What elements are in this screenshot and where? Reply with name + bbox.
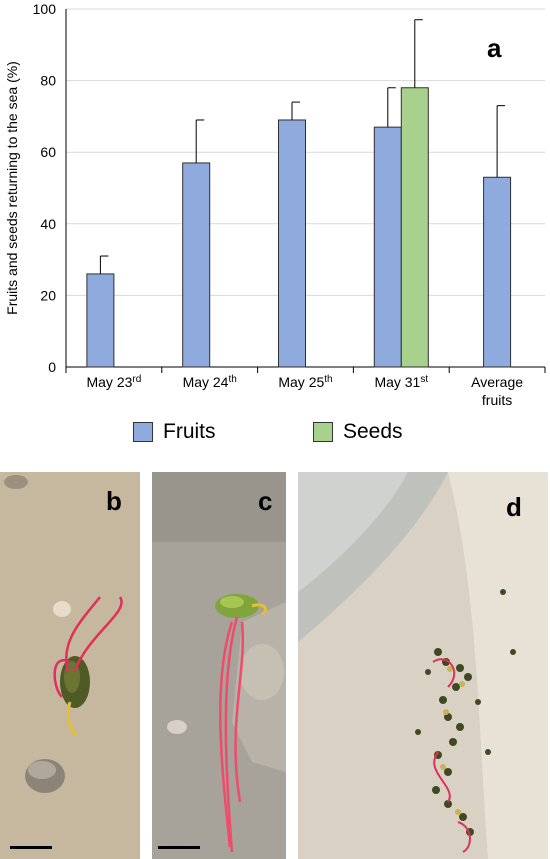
x-tick-label: May 23rd	[86, 374, 141, 390]
bar-fruits	[86, 273, 115, 368]
x-tick-label: May 24th	[183, 374, 237, 390]
panel-label-c: c	[258, 486, 273, 516]
y-tick-label: 80	[40, 73, 56, 89]
panel-label-d: d	[506, 492, 522, 522]
legend-swatch-seeds	[313, 422, 333, 442]
photo-b: b	[0, 472, 140, 859]
y-tick-label: 20	[40, 287, 56, 303]
bar-fruits	[373, 126, 402, 368]
legend-label-seeds: Seeds	[343, 420, 403, 443]
y-tick-label: 0	[48, 359, 56, 375]
bar-seeds	[400, 87, 429, 368]
legend-swatch-fruits	[133, 422, 153, 442]
bar-fruits	[182, 162, 211, 368]
bar-chart: 0 20 40 60 80 100 Fruits and seeds returning t…	[4, 1, 546, 408]
x-tick-label-line2: fruits	[482, 392, 512, 408]
x-tick-label: May 25th	[278, 374, 332, 390]
panel-label-b: b	[106, 486, 122, 516]
bar-fruits	[483, 176, 512, 368]
y-tick-label: 100	[33, 1, 57, 17]
scale-bar-c	[158, 846, 200, 849]
y-axis-label: Fruits and seeds returning to the sea (%…	[4, 61, 20, 315]
bar-fruits	[278, 119, 306, 368]
photo-b-image	[0, 472, 140, 859]
legend-item-fruits: Fruits	[133, 420, 216, 444]
x-tick-label: Average	[471, 374, 523, 390]
y-tick-label: 60	[40, 144, 56, 160]
legend-label-fruits: Fruits	[163, 420, 216, 443]
y-tick-label: 40	[40, 216, 56, 232]
x-tick-label: May 31st	[374, 374, 428, 390]
scale-bar-b	[10, 846, 52, 849]
chart-canvas: 0 20 40 60 80 100 Fruits and seeds returning t…	[4, 1, 546, 408]
photo-d-image	[298, 472, 548, 859]
photo-c-image	[152, 472, 286, 859]
panel-label-a: a	[487, 33, 502, 63]
legend-item-seeds: Seeds	[313, 420, 403, 444]
photo-d: d	[298, 472, 548, 859]
photo-c: c	[152, 472, 286, 859]
chart-legend: Fruits Seeds	[0, 420, 550, 450]
